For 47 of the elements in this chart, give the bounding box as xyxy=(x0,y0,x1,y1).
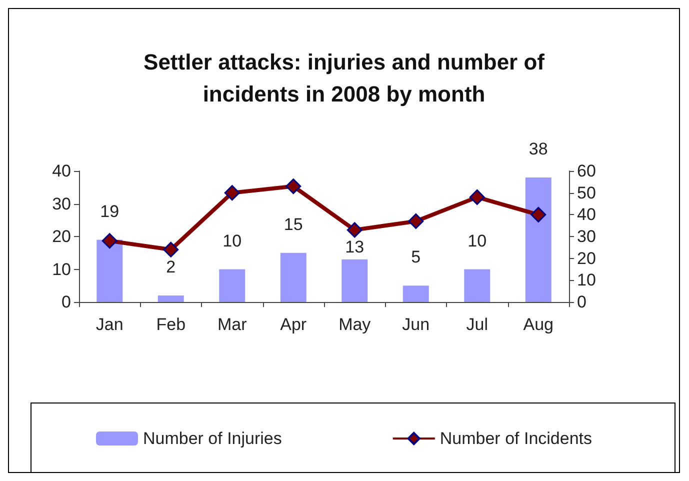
point xyxy=(102,233,118,249)
legend-label: Number of Incidents xyxy=(440,429,592,448)
x-tick-label: Aug xyxy=(523,315,554,334)
y-tick-label: 0 xyxy=(62,292,71,312)
y2-tick-label: 50 xyxy=(577,183,596,202)
data-label: 2 xyxy=(166,257,176,276)
bar xyxy=(280,252,306,302)
bar xyxy=(342,259,368,302)
point xyxy=(163,242,179,258)
point xyxy=(469,189,485,205)
bar xyxy=(464,269,490,302)
chart-title: Settler attacks: injuries and number of incidents in 2008 by month xyxy=(144,50,546,106)
point xyxy=(408,213,424,229)
x-tick-label: Jul xyxy=(466,315,488,334)
x-tick-label: May xyxy=(338,315,372,334)
x-tick-label: Jun xyxy=(402,315,430,334)
data-label: 10 xyxy=(222,231,242,250)
bar xyxy=(525,178,552,302)
data-label: 5 xyxy=(411,248,421,267)
y2-tick-label: 20 xyxy=(577,248,596,268)
bar xyxy=(402,286,429,302)
y-tick-label: 20 xyxy=(52,227,71,246)
bar xyxy=(96,240,123,302)
legend-label: Number of Injuries xyxy=(142,429,282,448)
x-tick-label: Jan xyxy=(96,315,124,334)
x-tick-label: Feb xyxy=(156,315,186,334)
bar xyxy=(158,295,184,302)
y2-tick-label: 30 xyxy=(577,227,596,246)
data-label: 38 xyxy=(528,140,548,159)
y2-tick-label: 0 xyxy=(577,292,586,312)
point xyxy=(346,222,362,238)
x-tick-label: Apr xyxy=(280,315,307,334)
point xyxy=(530,206,546,222)
data-label: 10 xyxy=(468,231,487,250)
y2-tick-label: 60 xyxy=(577,162,596,180)
y2-tick-label: 40 xyxy=(577,205,596,224)
y2-tick-label: 10 xyxy=(577,270,596,290)
bar xyxy=(219,269,246,302)
data-label: 19 xyxy=(100,202,120,221)
y-tick-label: 10 xyxy=(52,260,71,279)
point xyxy=(224,185,240,201)
data-label: 15 xyxy=(284,214,303,234)
y-tick-label: 40 xyxy=(52,162,71,180)
y-tick-label: 30 xyxy=(52,194,71,214)
point xyxy=(286,178,302,194)
x-tick-label: Mar xyxy=(217,315,248,334)
data-label: 13 xyxy=(345,237,364,256)
